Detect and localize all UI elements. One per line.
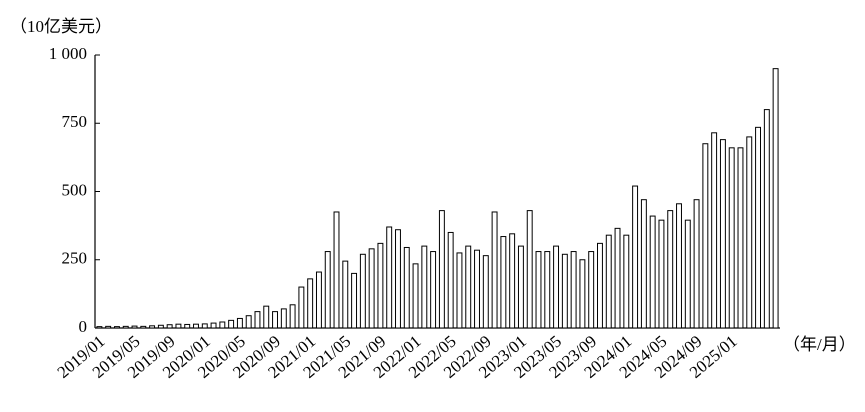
bar (333, 211, 340, 329)
bar (307, 278, 314, 329)
bar (579, 259, 586, 329)
bar (351, 272, 358, 329)
bar (359, 253, 366, 329)
x-axis-label: （年/月） (783, 335, 856, 354)
bar (535, 251, 542, 329)
bar (342, 260, 349, 329)
bar (412, 263, 419, 329)
bar (193, 323, 199, 329)
bar (658, 219, 665, 329)
bar (157, 324, 164, 329)
bar (324, 251, 331, 329)
bar (438, 210, 445, 329)
bar (421, 245, 428, 329)
y-tick-label: 250 (62, 249, 88, 268)
bar (719, 139, 726, 329)
bar (254, 311, 261, 329)
bar (465, 245, 472, 329)
bar (386, 226, 393, 329)
bar (649, 215, 656, 329)
bar (711, 132, 718, 329)
bar (131, 325, 138, 329)
bar (597, 242, 603, 329)
bar (588, 251, 595, 329)
bar (236, 317, 243, 329)
bar (544, 251, 551, 329)
bar (219, 321, 226, 329)
bar (526, 210, 533, 329)
bar (561, 253, 568, 329)
bar (377, 242, 384, 329)
bar (113, 326, 120, 329)
bar (105, 325, 112, 329)
bar (509, 233, 516, 329)
bar (693, 199, 700, 329)
bar (430, 251, 437, 329)
bar (447, 231, 454, 329)
bar (500, 236, 507, 329)
bar (263, 305, 270, 329)
bar (289, 304, 296, 329)
bar (149, 325, 156, 329)
bar (482, 255, 489, 329)
y-tick-label: 1 000 (49, 44, 87, 63)
bar (728, 147, 735, 329)
bar (315, 271, 322, 329)
bar (403, 246, 410, 329)
bar (702, 143, 709, 329)
bar (737, 147, 744, 329)
bar (280, 308, 287, 329)
bar (228, 319, 235, 329)
bar (140, 325, 147, 329)
bar (210, 322, 217, 329)
bar (166, 324, 173, 329)
bar (201, 323, 208, 329)
bar (684, 219, 691, 329)
bar (491, 211, 498, 329)
bar (755, 126, 762, 329)
bar (184, 323, 191, 329)
bar (456, 252, 463, 329)
bar (763, 109, 770, 329)
bar (368, 248, 375, 329)
bar (553, 245, 560, 329)
y-axis-label: （10亿美元） (10, 17, 112, 36)
bar (605, 234, 612, 329)
bar (175, 323, 182, 329)
bar (122, 325, 129, 329)
bar (614, 227, 621, 329)
bar (517, 245, 524, 329)
y-tick-label: 500 (62, 180, 88, 199)
y-tick-label: 750 (62, 112, 88, 131)
bar (632, 185, 639, 329)
bar (298, 286, 305, 329)
bar (667, 210, 674, 329)
bar (395, 229, 401, 329)
bar (640, 199, 647, 329)
bar (772, 68, 779, 329)
bar (474, 249, 480, 329)
bar (676, 203, 682, 329)
bar (245, 315, 252, 329)
bar (746, 136, 753, 329)
bar (623, 234, 630, 329)
bar (272, 311, 278, 329)
bar (570, 251, 577, 329)
bar (96, 326, 103, 329)
y-tick-label: 0 (79, 317, 88, 336)
